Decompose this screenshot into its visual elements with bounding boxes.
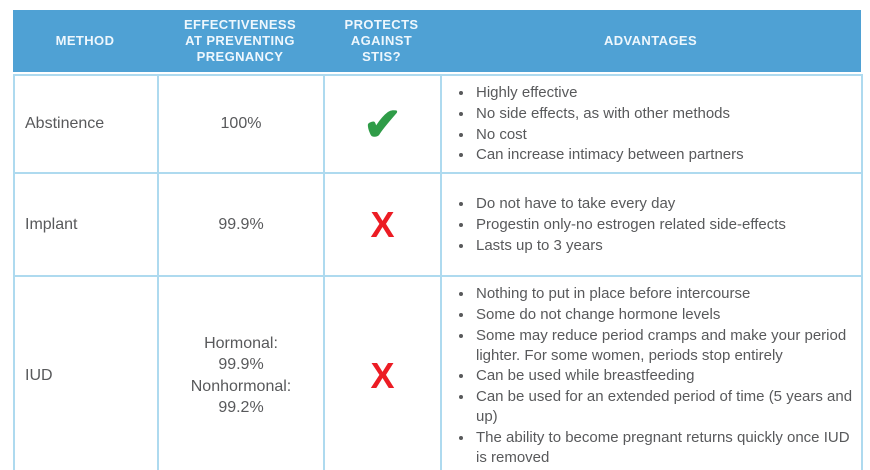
column-header-advantages-label: ADVANTAGES (603, 32, 698, 48)
table-body: Abstinence 100% ✔ Highly effectiveNo sid… (13, 73, 863, 470)
method-cell: Implant (13, 172, 159, 278)
advantages-cell: Nothing to put in place before intercour… (440, 275, 863, 470)
sti-cell: X (323, 275, 442, 470)
advantage-item: Can be used while breastfeeding (474, 366, 855, 386)
column-header-method-label: METHOD (55, 32, 115, 48)
effectiveness-cell: Hormonal: 99.9% Nonhormonal: 99.2% (157, 275, 325, 470)
effectiveness-line: Hormonal: (204, 334, 278, 352)
advantage-item: Lasts up to 3 years (474, 236, 855, 256)
advantage-item: Progestin only-no estrogen related side-… (474, 215, 855, 235)
table-row: IUD Hormonal: 99.9% Nonhormonal: 99.2% X No… (13, 275, 863, 470)
effectiveness-line: Nonhormonal: (190, 377, 292, 395)
advantages-list: Do not have to take every dayProgestin o… (442, 194, 855, 255)
table-row: Implant 99.9% X Do not have to take ever… (13, 172, 863, 278)
method-cell: Abstinence (13, 73, 159, 175)
table-header-row: METHOD EFFECTIVENESS AT PREVENTING PREGN… (13, 10, 861, 72)
advantages-list: Nothing to put in place before intercour… (442, 284, 855, 467)
advantage-item: Highly effective (474, 83, 855, 103)
effectiveness-line: 100% (220, 115, 262, 133)
cross-icon: X (370, 354, 395, 396)
methods-table: METHOD EFFECTIVENESS AT PREVENTING PREGN… (13, 10, 863, 470)
effectiveness-cell: 100% (157, 73, 325, 175)
advantages-cell: Highly effectiveNo side effects, as with… (440, 73, 863, 175)
column-header-advantages: ADVANTAGES (440, 10, 861, 72)
advantage-item: Can be used for an extended period of ti… (474, 387, 855, 427)
column-header-protects-stis-label: PROTECTS AGAINST STIS? (344, 16, 419, 65)
table-row: Abstinence 100% ✔ Highly effectiveNo sid… (13, 73, 863, 175)
effectiveness-line: 99.9% (218, 215, 264, 233)
column-header-protects-stis: PROTECTS AGAINST STIS? (323, 10, 440, 72)
check-icon: ✔ (363, 98, 402, 151)
advantage-item: Some may reduce period cramps and make y… (474, 326, 855, 366)
advantages-list: Highly effectiveNo side effects, as with… (442, 83, 855, 165)
effectiveness-line: 99.9% (218, 356, 264, 374)
column-header-effectiveness: EFFECTIVENESS AT PREVENTING PREGNANCY (157, 10, 323, 72)
sti-cell: X (323, 172, 442, 278)
table-body-grid: Abstinence 100% ✔ Highly effectiveNo sid… (13, 73, 863, 470)
advantage-item: No cost (474, 125, 855, 145)
advantage-item: Some do not change hormone levels (474, 305, 855, 325)
advantage-item: No side effects, as with other methods (474, 104, 855, 124)
advantages-cell: Do not have to take every dayProgestin o… (440, 172, 863, 278)
effectiveness-line: 99.2% (218, 399, 264, 417)
cross-icon: X (370, 203, 395, 245)
column-header-effectiveness-label: EFFECTIVENESS AT PREVENTING PREGNANCY (183, 16, 297, 65)
advantage-item: Nothing to put in place before intercour… (474, 284, 855, 304)
effectiveness-cell: 99.9% (157, 172, 325, 278)
sti-cell: ✔ (323, 73, 442, 175)
method-cell: IUD (13, 275, 159, 470)
advantage-item: Do not have to take every day (474, 194, 855, 214)
column-header-method: METHOD (13, 10, 157, 72)
advantage-item: Can increase intimacy between partners (474, 145, 855, 165)
advantage-item: The ability to become pregnant returns q… (474, 428, 855, 468)
